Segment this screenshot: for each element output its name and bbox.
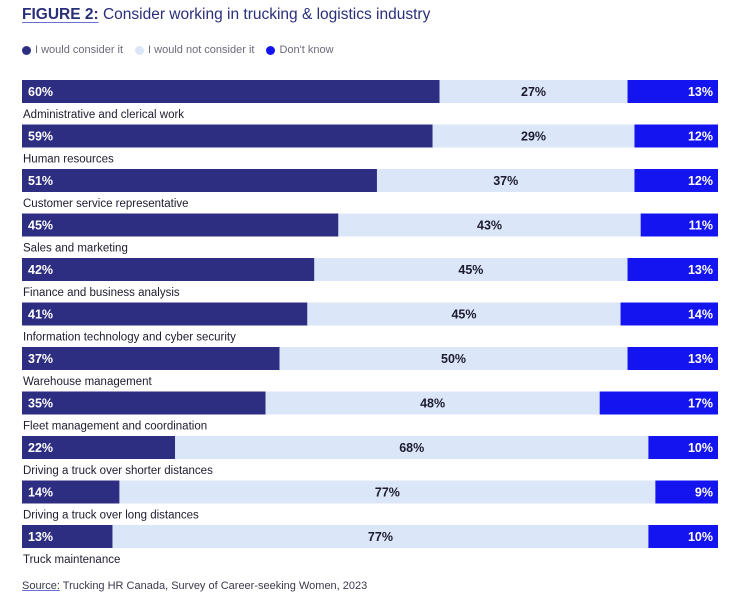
data-label-dont-know: 13%: [688, 263, 713, 277]
bar-segment-not-consider: [307, 302, 621, 326]
bar-segment-consider: [22, 258, 315, 281]
bar-segment-dont-know: [627, 80, 718, 103]
data-label-consider: 14%: [28, 486, 53, 500]
bar-segment-not-consider: [279, 347, 628, 370]
data-label-dont-know: 17%: [688, 397, 713, 411]
bar-segment-consider: [22, 213, 339, 237]
figure-label: FIGURE 2:: [22, 6, 99, 23]
bar-segment-consider: [22, 169, 377, 192]
bar-segment-not-consider: [175, 436, 649, 459]
category-label: Fleet management and coordination: [23, 421, 207, 433]
data-label-dont-know: 12%: [688, 174, 713, 188]
chart-title: FIGURE 2: Consider working in trucking &…: [22, 6, 430, 24]
legend-label-dont-know: Don't know: [279, 44, 334, 56]
bar-segment-consider: [22, 80, 440, 103]
data-label-dont-know: 14%: [688, 308, 713, 322]
bar-segment-dont-know: [620, 302, 718, 326]
data-label-not-consider: 29%: [521, 130, 546, 144]
bar-segment-not-consider: [265, 391, 600, 415]
legend-label-consider: I would consider it: [35, 44, 124, 56]
data-label-not-consider: 68%: [399, 441, 424, 455]
source-label: Source:: [22, 580, 60, 592]
bar-segment-consider: [22, 302, 308, 326]
data-label-consider: 51%: [28, 174, 53, 188]
category-label: Sales and marketing: [23, 243, 128, 255]
data-label-not-consider: 77%: [368, 530, 393, 544]
bar-segment-not-consider: [439, 80, 628, 103]
data-label-dont-know: 12%: [688, 130, 713, 144]
legend: I would consider it I would not consider…: [22, 44, 334, 56]
legend-label-not-consider: I would not consider it: [148, 44, 255, 56]
data-label-consider: 45%: [28, 219, 53, 233]
bar-segment-not-consider: [119, 480, 656, 504]
category-label: Driving a truck over shorter distances: [23, 465, 213, 477]
bar-segment-dont-know: [648, 436, 718, 459]
category-label: Truck maintenance: [23, 554, 120, 566]
data-label-consider: 22%: [28, 441, 53, 455]
data-label-not-consider: 45%: [451, 308, 476, 322]
source-text: Trucking HR Canada, Survey of Career-see…: [62, 580, 368, 592]
data-label-consider: 13%: [28, 530, 53, 544]
data-label-dont-know: 11%: [689, 219, 713, 233]
bar-segment-consider: [22, 124, 433, 148]
stacked-bar-chart: 60% 27% 13% Administrative and clerical wor…: [22, 80, 718, 566]
data-label-consider: 41%: [28, 308, 53, 322]
bar-segment-consider: [22, 436, 176, 459]
data-label-not-consider: 48%: [420, 397, 445, 411]
data-label-not-consider: 43%: [477, 219, 502, 233]
bar-segment-dont-know: [634, 169, 718, 192]
legend-dot-consider: [22, 45, 31, 55]
data-label-consider: 60%: [28, 85, 53, 99]
data-label-consider: 59%: [28, 130, 53, 144]
bar-segment-dont-know: [627, 258, 718, 281]
category-label: Finance and business analysis: [23, 287, 180, 299]
figure-title: Consider working in trucking & logistics…: [102, 6, 431, 23]
bar-segment-not-consider: [314, 258, 628, 281]
bar-segment-consider: [22, 391, 266, 415]
legend-dot-dont-know: [266, 45, 276, 55]
source-note: Source: Trucking HR Canada, Survey of Ca…: [22, 580, 367, 592]
bar-segment-dont-know: [648, 525, 718, 548]
category-label: Administrative and clerical work: [23, 109, 184, 121]
bar-segment-dont-know: [627, 347, 718, 370]
legend-item-dont-know: Don't know: [266, 44, 334, 56]
category-label: Customer service representative: [23, 198, 189, 210]
legend-dot-not-consider: [135, 45, 145, 55]
data-label-not-consider: 50%: [441, 352, 466, 366]
category-label: Warehouse management: [23, 376, 153, 388]
bar-segment-consider: [22, 525, 113, 548]
category-label: Driving a truck over long distances: [23, 510, 199, 522]
data-label-dont-know: 9%: [695, 486, 713, 500]
bar-segment-dont-know: [599, 391, 718, 415]
data-label-consider: 37%: [28, 352, 53, 366]
category-label: Human resources: [23, 154, 114, 166]
data-label-consider: 42%: [28, 263, 53, 277]
bar-segment-dont-know: [655, 480, 718, 504]
legend-item-not-consider: I would not consider it: [135, 44, 254, 56]
bar-segment-not-consider: [376, 169, 635, 192]
data-label-not-consider: 45%: [458, 263, 483, 277]
bar-segment-consider: [22, 347, 280, 370]
data-label-not-consider: 37%: [493, 174, 518, 188]
category-label: Information technology and cyber securit…: [23, 332, 236, 344]
data-label-not-consider: 77%: [375, 486, 400, 500]
legend-item-consider: I would consider it: [22, 44, 123, 56]
bar-segment-not-consider: [338, 213, 641, 237]
data-label-consider: 35%: [28, 397, 53, 411]
bar-segment-not-consider: [112, 525, 649, 548]
data-label-dont-know: 13%: [688, 352, 713, 366]
bar-segment-dont-know: [640, 213, 718, 237]
data-label-not-consider: 27%: [521, 85, 546, 99]
bar-segment-dont-know: [634, 124, 718, 148]
data-label-dont-know: 10%: [688, 441, 713, 455]
bar-segment-consider: [22, 480, 120, 504]
data-label-dont-know: 13%: [688, 85, 713, 99]
bar-segment-not-consider: [432, 124, 635, 148]
data-label-dont-know: 10%: [688, 530, 713, 544]
